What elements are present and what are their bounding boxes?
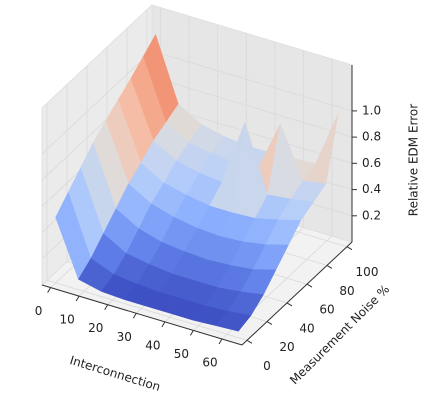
- y-tick: [246, 339, 253, 344]
- y-tick: [326, 264, 333, 269]
- y-axis-line: [241, 241, 353, 346]
- x-tick: [161, 321, 166, 328]
- y-tick-label: 100: [356, 265, 379, 279]
- surface: [55, 33, 339, 332]
- y-tick: [346, 246, 353, 251]
- x-tick-label: 30: [117, 330, 132, 344]
- y-tick: [306, 283, 313, 288]
- z-tick-label: 1.0: [362, 103, 381, 117]
- x-tick: [132, 313, 137, 319]
- z-tick-label: 0.8: [362, 130, 381, 144]
- y-tick-label: 60: [319, 303, 334, 317]
- y-tick: [266, 321, 273, 326]
- z-axis-label: Relative EDM Error: [407, 104, 421, 217]
- x-tick: [189, 330, 194, 336]
- y-tick-label: 0: [263, 359, 271, 373]
- z-grid-line: [41, 50, 353, 155]
- y-tick-label: 40: [299, 321, 314, 335]
- x-tick: [218, 338, 223, 345]
- x-tick-label: 50: [174, 347, 189, 361]
- x-tick-label: 20: [88, 321, 103, 335]
- x-axis-label: Interconnection: [68, 353, 162, 394]
- y-tick-label: 20: [279, 340, 294, 354]
- y-tick: [286, 302, 293, 307]
- x-tick: [104, 304, 109, 310]
- x-tick: [75, 295, 80, 302]
- y-tick-label: 80: [339, 284, 354, 298]
- surface-face: [215, 311, 252, 332]
- x-tick: [47, 287, 52, 293]
- x-tick-label: 10: [60, 313, 75, 327]
- z-tick-label: 0.6: [362, 156, 381, 170]
- x-tick-label: 0: [35, 304, 43, 318]
- y-grid-line: [46, 103, 248, 341]
- z-tick-label: 0.4: [362, 182, 381, 196]
- x-tick-label: 40: [145, 338, 160, 352]
- z-tick-label: 0.2: [362, 208, 381, 222]
- x-axis-line: [41, 284, 243, 346]
- x-tick-label: 60: [202, 356, 217, 370]
